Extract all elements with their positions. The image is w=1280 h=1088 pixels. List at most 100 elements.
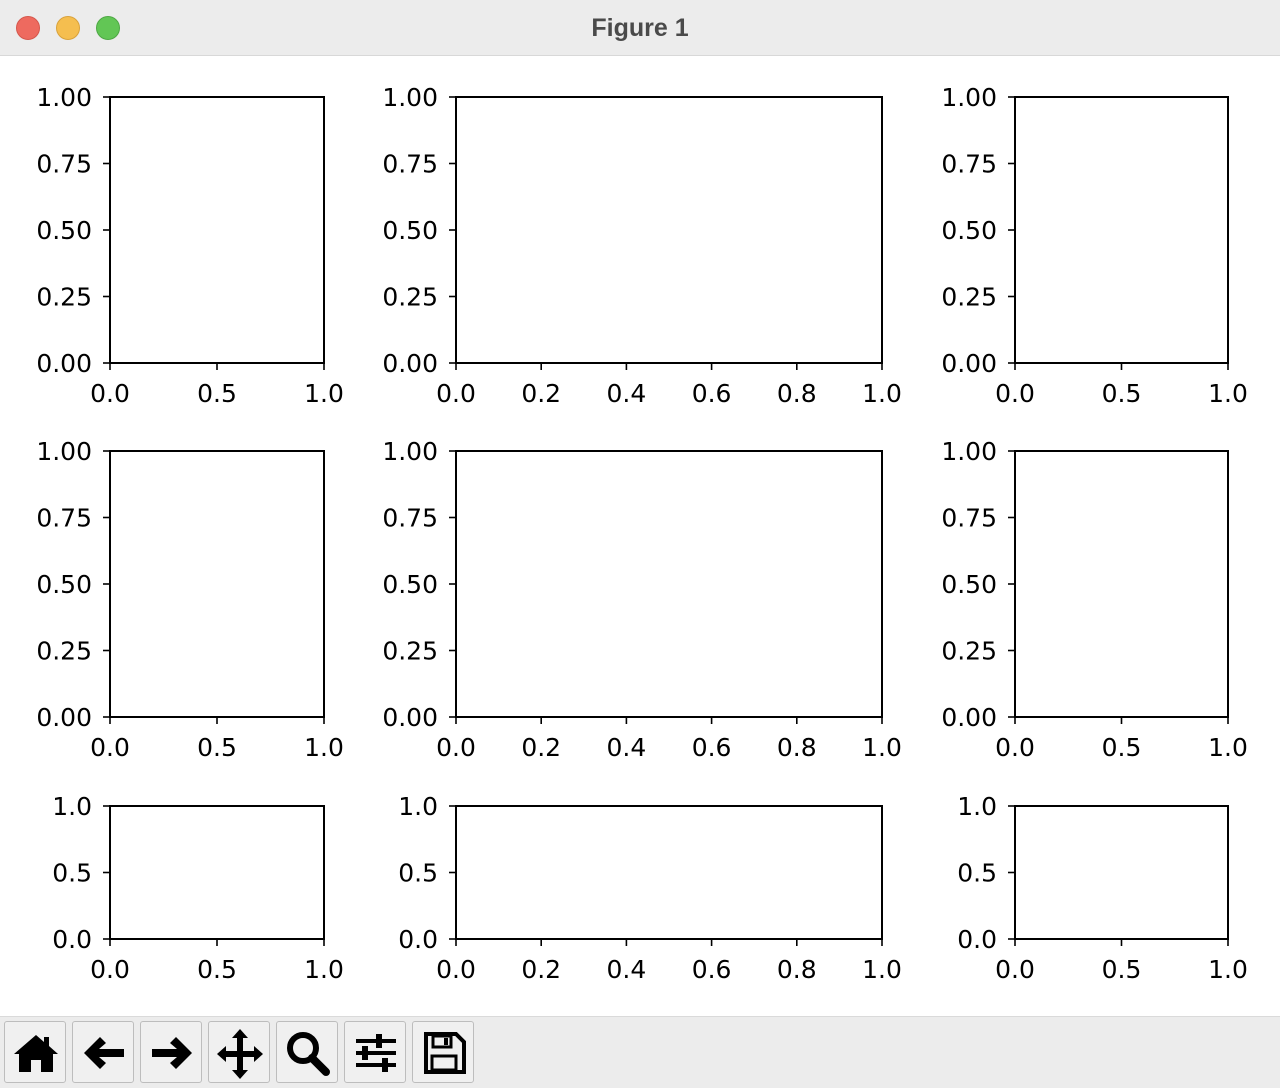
subplot-2-2[interactable]: 0.0 0.2 0.4 0.6 0.8 1.0 0.00 0.25 0.50 0.75 1.00 (382, 437, 902, 762)
x-tick-label: 1.0 (1208, 379, 1248, 408)
x-tick-label: 0.6 (692, 379, 732, 408)
y-tick-label: 0.25 (36, 637, 92, 666)
y-tick-label: 0.50 (941, 216, 997, 245)
navigation-toolbar (0, 1016, 1280, 1088)
y-tick-label: 1.00 (941, 83, 997, 112)
y-tick-label: 0.75 (36, 504, 92, 533)
axes-frame (109, 96, 325, 364)
y-tick-label: 0.25 (382, 637, 438, 666)
x-tick-label: 1.0 (1208, 955, 1248, 984)
x-tick-label: 1.0 (1208, 733, 1248, 762)
x-tick-label: 0.8 (777, 379, 817, 408)
x-tick-label: 0.2 (521, 733, 561, 762)
y-tick-label: 0.5 (52, 859, 92, 888)
y-tick-label: 0.50 (941, 570, 997, 599)
y-tick-label: 1.0 (52, 792, 92, 821)
subplot-1-3[interactable]: 0.0 0.5 1.0 0.00 0.25 0.50 0.75 1.00 (941, 83, 1248, 408)
x-tick-label: 0.4 (607, 379, 647, 408)
axes-frame (455, 450, 883, 718)
y-tick-label: 0.50 (36, 216, 92, 245)
minimize-window-button[interactable] (56, 16, 80, 40)
x-tick-label: 0.0 (995, 379, 1035, 408)
sliders-icon (356, 1034, 396, 1072)
x-tick-label: 0.4 (607, 955, 647, 984)
y-tick-label: 0.75 (36, 150, 92, 179)
y-tick-label: 1.00 (36, 437, 92, 466)
y-tick-label: 1.0 (957, 792, 997, 821)
y-tick-label: 0.25 (941, 283, 997, 312)
y-tick-label: 0.50 (382, 570, 438, 599)
x-tick-label: 0.0 (995, 955, 1035, 984)
floppy-disk-icon (424, 1032, 466, 1074)
axes-frame (109, 805, 325, 940)
subplot-2-1[interactable]: 0.0 0.5 1.0 0.00 0.25 0.50 0.75 1.00 (36, 437, 344, 762)
y-tick-label: 0.00 (382, 349, 438, 378)
x-tick-label: 0.8 (777, 733, 817, 762)
x-tick-label: 0.0 (90, 379, 130, 408)
axes-frame (455, 805, 883, 940)
x-tick-label: 0.5 (197, 379, 237, 408)
close-window-button[interactable] (16, 16, 40, 40)
zoom-window-button[interactable] (96, 16, 120, 40)
y-tick-label: 0.5 (398, 859, 438, 888)
y-tick-label: 0.0 (957, 925, 997, 954)
y-tick-label: 1.00 (941, 437, 997, 466)
x-tick-label: 1.0 (862, 955, 902, 984)
magnifier-icon (287, 1032, 330, 1076)
subplot-3-3[interactable]: 0.0 0.5 1.0 0.0 0.5 1.0 (957, 792, 1248, 984)
x-tick-label: 0.0 (436, 955, 476, 984)
x-tick-label: 0.4 (607, 733, 647, 762)
x-tick-label: 0.0 (90, 955, 130, 984)
y-tick-label: 0.00 (941, 703, 997, 732)
x-tick-label: 1.0 (304, 955, 344, 984)
y-tick-label: 0.00 (941, 349, 997, 378)
figure-canvas[interactable]: 0.0 0.5 1.0 0.00 0.25 0.50 0.75 1.00 0.0 0.2 0.4 0.… (0, 56, 1280, 1016)
x-tick-label: 0.2 (521, 955, 561, 984)
axes-frame (109, 450, 325, 718)
y-tick-label: 0.5 (957, 859, 997, 888)
y-tick-label: 0.25 (36, 283, 92, 312)
arrow-left-icon (84, 1037, 124, 1069)
pan-button[interactable] (208, 1021, 270, 1083)
save-button[interactable] (412, 1021, 474, 1083)
x-tick-label: 0.5 (197, 733, 237, 762)
y-tick-label: 0.0 (398, 925, 438, 954)
zoom-button[interactable] (276, 1021, 338, 1083)
axes-frame (1014, 450, 1229, 718)
forward-button[interactable] (140, 1021, 202, 1083)
configure-subplots-button[interactable] (344, 1021, 406, 1083)
x-tick-label: 0.0 (90, 733, 130, 762)
x-tick-label: 0.5 (197, 955, 237, 984)
x-tick-label: 0.5 (1102, 733, 1142, 762)
x-tick-label: 0.5 (1102, 379, 1142, 408)
subplot-1-1[interactable]: 0.0 0.5 1.0 0.00 0.25 0.50 0.75 1.00 (36, 83, 344, 408)
x-tick-label: 1.0 (862, 379, 902, 408)
y-tick-label: 0.00 (382, 703, 438, 732)
y-tick-label: 1.00 (382, 437, 438, 466)
x-tick-label: 0.0 (436, 379, 476, 408)
y-tick-label: 0.50 (382, 216, 438, 245)
y-tick-label: 0.75 (941, 504, 997, 533)
back-button[interactable] (72, 1021, 134, 1083)
y-tick-label: 1.00 (36, 83, 92, 112)
subplot-3-2[interactable]: 0.0 0.2 0.4 0.6 0.8 1.0 0.0 0.5 1.0 (398, 792, 902, 984)
y-tick-label: 0.00 (36, 349, 92, 378)
subplot-2-3[interactable]: 0.0 0.5 1.0 0.00 0.25 0.50 0.75 1.00 (941, 437, 1248, 762)
x-tick-label: 0.2 (521, 379, 561, 408)
y-tick-label: 0.00 (36, 703, 92, 732)
y-tick-label: 0.75 (382, 150, 438, 179)
x-tick-label: 1.0 (304, 733, 344, 762)
x-tick-label: 0.0 (436, 733, 476, 762)
title-bar[interactable]: Figure 1 (0, 0, 1280, 56)
x-tick-label: 0.6 (692, 733, 732, 762)
axes-frame (1014, 805, 1229, 940)
subplot-3-1[interactable]: 0.0 0.5 1.0 0.0 0.5 1.0 (52, 792, 344, 984)
axes-frame (1014, 96, 1229, 364)
y-tick-label: 0.25 (941, 637, 997, 666)
home-button[interactable] (4, 1021, 66, 1083)
y-tick-label: 1.0 (398, 792, 438, 821)
x-tick-label: 1.0 (304, 379, 344, 408)
subplot-1-2[interactable]: 0.0 0.2 0.4 0.6 0.8 1.0 0.00 0.25 0.50 0.75 1.00 (382, 83, 902, 408)
x-tick-label: 0.5 (1102, 955, 1142, 984)
x-tick-label: 1.0 (862, 733, 902, 762)
